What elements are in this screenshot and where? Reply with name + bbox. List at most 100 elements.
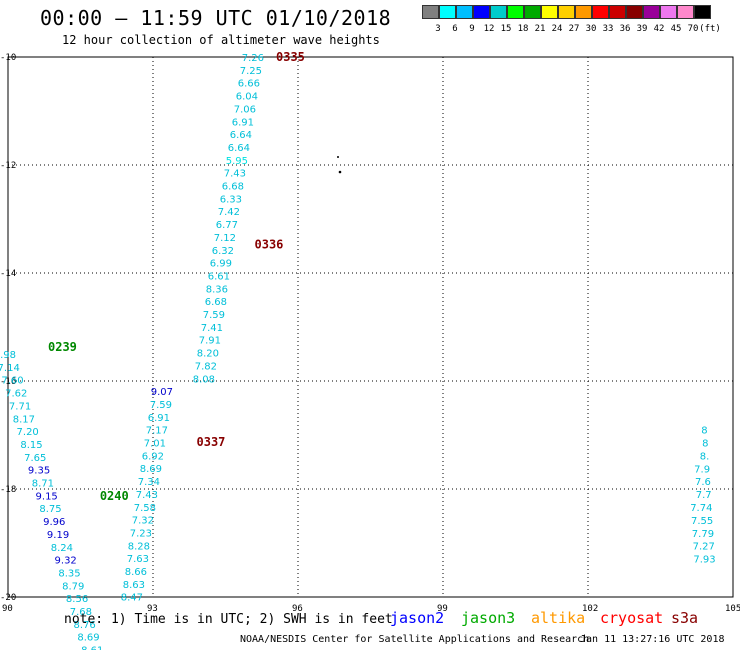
legend-swatch — [592, 5, 609, 19]
track-value: 6.64 — [230, 130, 252, 141]
legend-label: 33 — [602, 24, 614, 34]
track-value: 7.20 — [17, 427, 39, 438]
sat-altika: altika — [531, 609, 586, 627]
track-value: 6.66 — [238, 79, 260, 90]
track-value: 8.69 — [140, 464, 162, 475]
legend-swatch — [575, 5, 592, 19]
legend-label: 36 — [619, 24, 631, 34]
track-value: 6.68 — [205, 297, 227, 308]
track-value: 7.01 — [144, 439, 166, 450]
track-value: 6.99 — [210, 259, 232, 270]
track-value: 8.66 — [125, 567, 147, 578]
y-tick-label: -10 — [0, 53, 16, 63]
track-value: 7.34 — [138, 477, 160, 488]
track-value: 9.19 — [47, 530, 69, 541]
legend-label: 30 — [585, 24, 597, 34]
track-value: 6.61 — [208, 271, 230, 282]
track-value: 8.61 — [81, 646, 103, 650]
credit-text: NOAA/NESDIS Center for Satellite Applica… — [240, 634, 590, 645]
track-value: 7.27 — [693, 542, 715, 553]
x-tick-label: 99 — [437, 604, 448, 614]
legend-label: 21 — [534, 24, 546, 34]
legend-swatch — [456, 5, 473, 19]
track-value: 8.63 — [123, 580, 145, 591]
track-value: 7.42 — [218, 207, 240, 218]
track-time-label: 0240 — [100, 489, 129, 503]
track-value: 6.98 — [0, 350, 16, 361]
legend-swatch — [422, 5, 439, 19]
track-value: 8.15 — [20, 440, 42, 451]
x-tick-label: 96 — [292, 604, 303, 614]
track-value: 7.68 — [70, 607, 92, 618]
track-value: 7.55 — [691, 516, 713, 527]
track-time-label: 0239 — [48, 340, 77, 354]
track-value: 6.64 — [228, 143, 250, 154]
track-value: 7.59 — [150, 400, 172, 411]
track-value: 6.92 — [142, 451, 164, 462]
track-value: 6.91 — [232, 117, 254, 128]
y-tick-label: -12 — [0, 161, 16, 171]
legend-label: 27 — [568, 24, 580, 34]
track-value: 7.23 — [130, 528, 152, 539]
track-value: 6.33 — [220, 194, 242, 205]
legend-label: 24 — [551, 24, 563, 34]
track-value: 8.75 — [39, 504, 61, 515]
x-tick-label: 90 — [2, 604, 13, 614]
track-value: 8.28 — [128, 541, 150, 552]
track-value: 8.69 — [77, 633, 99, 644]
track-value: 7.62 — [5, 389, 27, 400]
legend-label: 9 — [469, 24, 475, 34]
legend-label: 15 — [500, 24, 512, 34]
track-value: 7.6 — [695, 477, 711, 488]
legend-label: 45 — [670, 24, 682, 34]
island-dot — [338, 170, 342, 174]
track-value: 7.74 — [690, 503, 712, 514]
track-value: 6.04 — [236, 92, 258, 103]
legend-label: 70 — [687, 24, 699, 34]
sat-cryosat: cryosat — [600, 609, 664, 627]
track-value: 7.79 — [692, 529, 714, 540]
plot-frame — [7, 56, 734, 598]
track-value: 7.43 — [136, 490, 158, 501]
legend-swatch — [643, 5, 660, 19]
track-value: 6.77 — [216, 220, 238, 231]
track-value: 7.82 — [195, 361, 217, 372]
legend-swatch — [626, 5, 643, 19]
track-time-label: 0337 — [197, 435, 226, 449]
track-value: 7.71 — [9, 401, 31, 412]
track-time-label: 0336 — [255, 238, 284, 252]
x-tick-label: 105 — [725, 604, 740, 614]
track-value: 7.12 — [214, 233, 236, 244]
legend-label: 18 — [517, 24, 529, 34]
track-value: 7.59 — [203, 310, 225, 321]
y-tick-label: -14 — [0, 269, 16, 279]
legend-swatch — [541, 5, 558, 19]
island-dot — [337, 156, 339, 158]
legend-swatch — [439, 5, 456, 19]
track-value: 9.35 — [28, 466, 50, 477]
track-value: 7.91 — [199, 336, 221, 347]
track-value: 7.60 — [1, 376, 23, 387]
legend-swatch — [694, 5, 711, 19]
legend-label: 3 — [435, 24, 441, 34]
legend-swatch — [609, 5, 626, 19]
sat-s3a: s3a — [671, 609, 699, 627]
track-value: 7.9 — [694, 464, 710, 475]
legend-label: (ft) — [699, 24, 721, 34]
legend-label: 6 — [452, 24, 458, 34]
page-subtitle: 12 hour collection of altimeter wave hei… — [62, 33, 380, 47]
legend-swatch — [660, 5, 677, 19]
track-value: 7.63 — [127, 554, 149, 565]
track-value: 8 — [702, 439, 708, 450]
track-value: 6.32 — [212, 246, 234, 257]
track-value: 7.32 — [132, 516, 154, 527]
track-value: 7.41 — [201, 323, 223, 334]
track-value: 7.17 — [146, 426, 168, 437]
track-value: 6.91 — [148, 413, 170, 424]
track-value: 8 — [701, 426, 707, 437]
legend-swatch — [524, 5, 541, 19]
units-note: note: 1) Time is in UTC; 2) SWH is in fe… — [64, 612, 393, 627]
legend-label: 42 — [653, 24, 665, 34]
track-value: 7.06 — [234, 104, 256, 115]
